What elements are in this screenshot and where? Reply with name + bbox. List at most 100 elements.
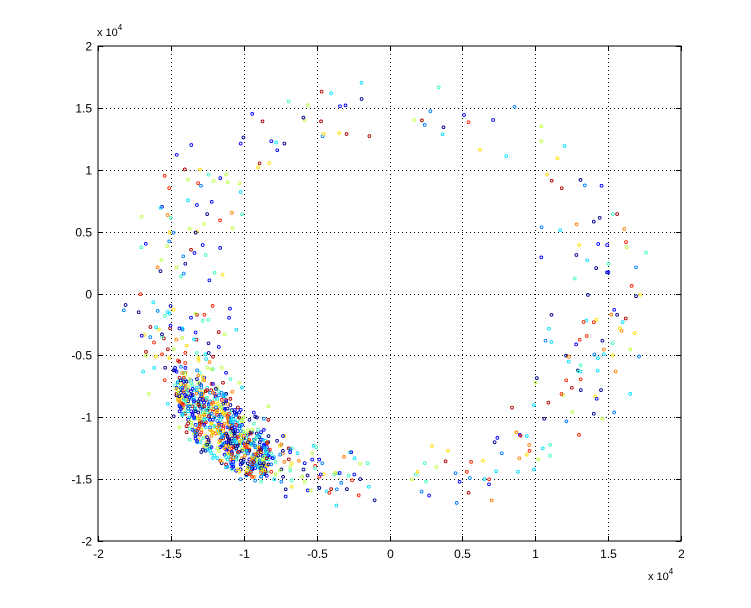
x-axis-multiplier-base: x 10 bbox=[648, 571, 669, 583]
data-point bbox=[259, 479, 264, 484]
data-point bbox=[494, 469, 498, 474]
data-point bbox=[221, 401, 226, 406]
data-point bbox=[638, 292, 643, 297]
data-point bbox=[489, 498, 494, 503]
data-point bbox=[576, 369, 581, 374]
data-point bbox=[228, 306, 232, 311]
data-point bbox=[300, 474, 305, 479]
data-point bbox=[224, 444, 228, 448]
data-point bbox=[274, 140, 278, 145]
data-point bbox=[313, 466, 317, 471]
data-point bbox=[231, 456, 236, 460]
data-point bbox=[184, 424, 189, 429]
data-point bbox=[599, 183, 604, 188]
data-point bbox=[628, 347, 633, 352]
data-point bbox=[283, 487, 288, 492]
data-point bbox=[532, 467, 536, 472]
data-point bbox=[241, 135, 246, 140]
data-point bbox=[184, 343, 189, 348]
data-point bbox=[260, 467, 265, 472]
data-point bbox=[206, 341, 211, 346]
data-point bbox=[184, 398, 189, 402]
data-point bbox=[601, 347, 606, 352]
y-tick-label: -1 bbox=[81, 411, 92, 425]
data-point bbox=[289, 478, 294, 483]
data-point bbox=[187, 395, 192, 400]
data-point bbox=[618, 326, 622, 331]
data-point bbox=[591, 219, 596, 224]
data-point bbox=[160, 352, 164, 357]
y-tick-labels: -2 -1.5 -1 -0.5 0 0.5 1 1.5 2 bbox=[71, 40, 92, 549]
data-point bbox=[224, 392, 229, 396]
data-point bbox=[338, 104, 342, 109]
x-tick-label: 0.5 bbox=[454, 547, 471, 561]
data-point bbox=[219, 398, 224, 402]
data-point bbox=[218, 431, 223, 436]
data-point bbox=[192, 399, 196, 404]
data-point bbox=[221, 394, 226, 399]
data-point bbox=[628, 392, 633, 396]
data-point bbox=[591, 320, 596, 325]
data-point bbox=[207, 360, 212, 364]
data-point bbox=[279, 442, 284, 447]
tick-marks bbox=[98, 46, 682, 542]
data-point bbox=[212, 271, 217, 275]
data-point bbox=[167, 186, 172, 191]
data-point bbox=[289, 484, 294, 489]
data-point bbox=[189, 143, 194, 147]
data-point bbox=[235, 467, 240, 472]
data-point bbox=[171, 414, 176, 419]
data-point bbox=[266, 434, 271, 438]
data-point bbox=[352, 456, 357, 461]
data-point bbox=[329, 91, 333, 96]
data-point bbox=[259, 471, 263, 475]
data-point bbox=[524, 434, 529, 438]
data-point bbox=[179, 364, 183, 369]
data-point bbox=[228, 377, 233, 381]
data-point bbox=[194, 351, 199, 355]
data-point bbox=[238, 190, 243, 194]
data-point bbox=[181, 254, 186, 259]
data-point bbox=[183, 410, 188, 415]
data-point bbox=[244, 432, 249, 437]
data-point bbox=[549, 312, 554, 317]
data-point bbox=[359, 97, 364, 101]
data-point bbox=[190, 383, 195, 388]
data-point bbox=[222, 394, 227, 399]
data-point bbox=[155, 309, 160, 313]
data-point bbox=[205, 442, 209, 447]
data-point bbox=[256, 427, 260, 432]
data-point bbox=[211, 407, 216, 411]
data-point bbox=[206, 351, 211, 355]
data-point bbox=[212, 424, 217, 428]
data-point bbox=[629, 284, 634, 288]
data-point bbox=[184, 379, 189, 384]
data-point bbox=[208, 448, 212, 453]
data-point bbox=[167, 356, 172, 360]
data-point bbox=[334, 503, 339, 508]
data-point bbox=[478, 147, 482, 152]
data-point bbox=[211, 367, 215, 371]
data-point bbox=[409, 477, 414, 482]
data-point bbox=[165, 310, 170, 314]
y-tick-label: -2 bbox=[81, 535, 92, 549]
data-point bbox=[622, 227, 627, 231]
data-point bbox=[251, 410, 256, 415]
data-point bbox=[167, 230, 172, 235]
data-point bbox=[215, 396, 220, 401]
data-point bbox=[324, 489, 329, 494]
data-point bbox=[159, 258, 164, 263]
data-point bbox=[201, 378, 205, 383]
data-point bbox=[237, 380, 241, 385]
data-point bbox=[244, 448, 249, 453]
data-point bbox=[337, 131, 342, 136]
x-tick-label: -1 bbox=[239, 547, 250, 561]
data-point bbox=[209, 421, 214, 426]
data-point bbox=[542, 416, 547, 421]
data-point bbox=[206, 414, 211, 418]
data-point bbox=[462, 113, 466, 117]
data-point bbox=[202, 400, 206, 405]
data-point bbox=[333, 471, 338, 475]
data-point bbox=[205, 212, 209, 216]
data-point bbox=[199, 406, 203, 411]
